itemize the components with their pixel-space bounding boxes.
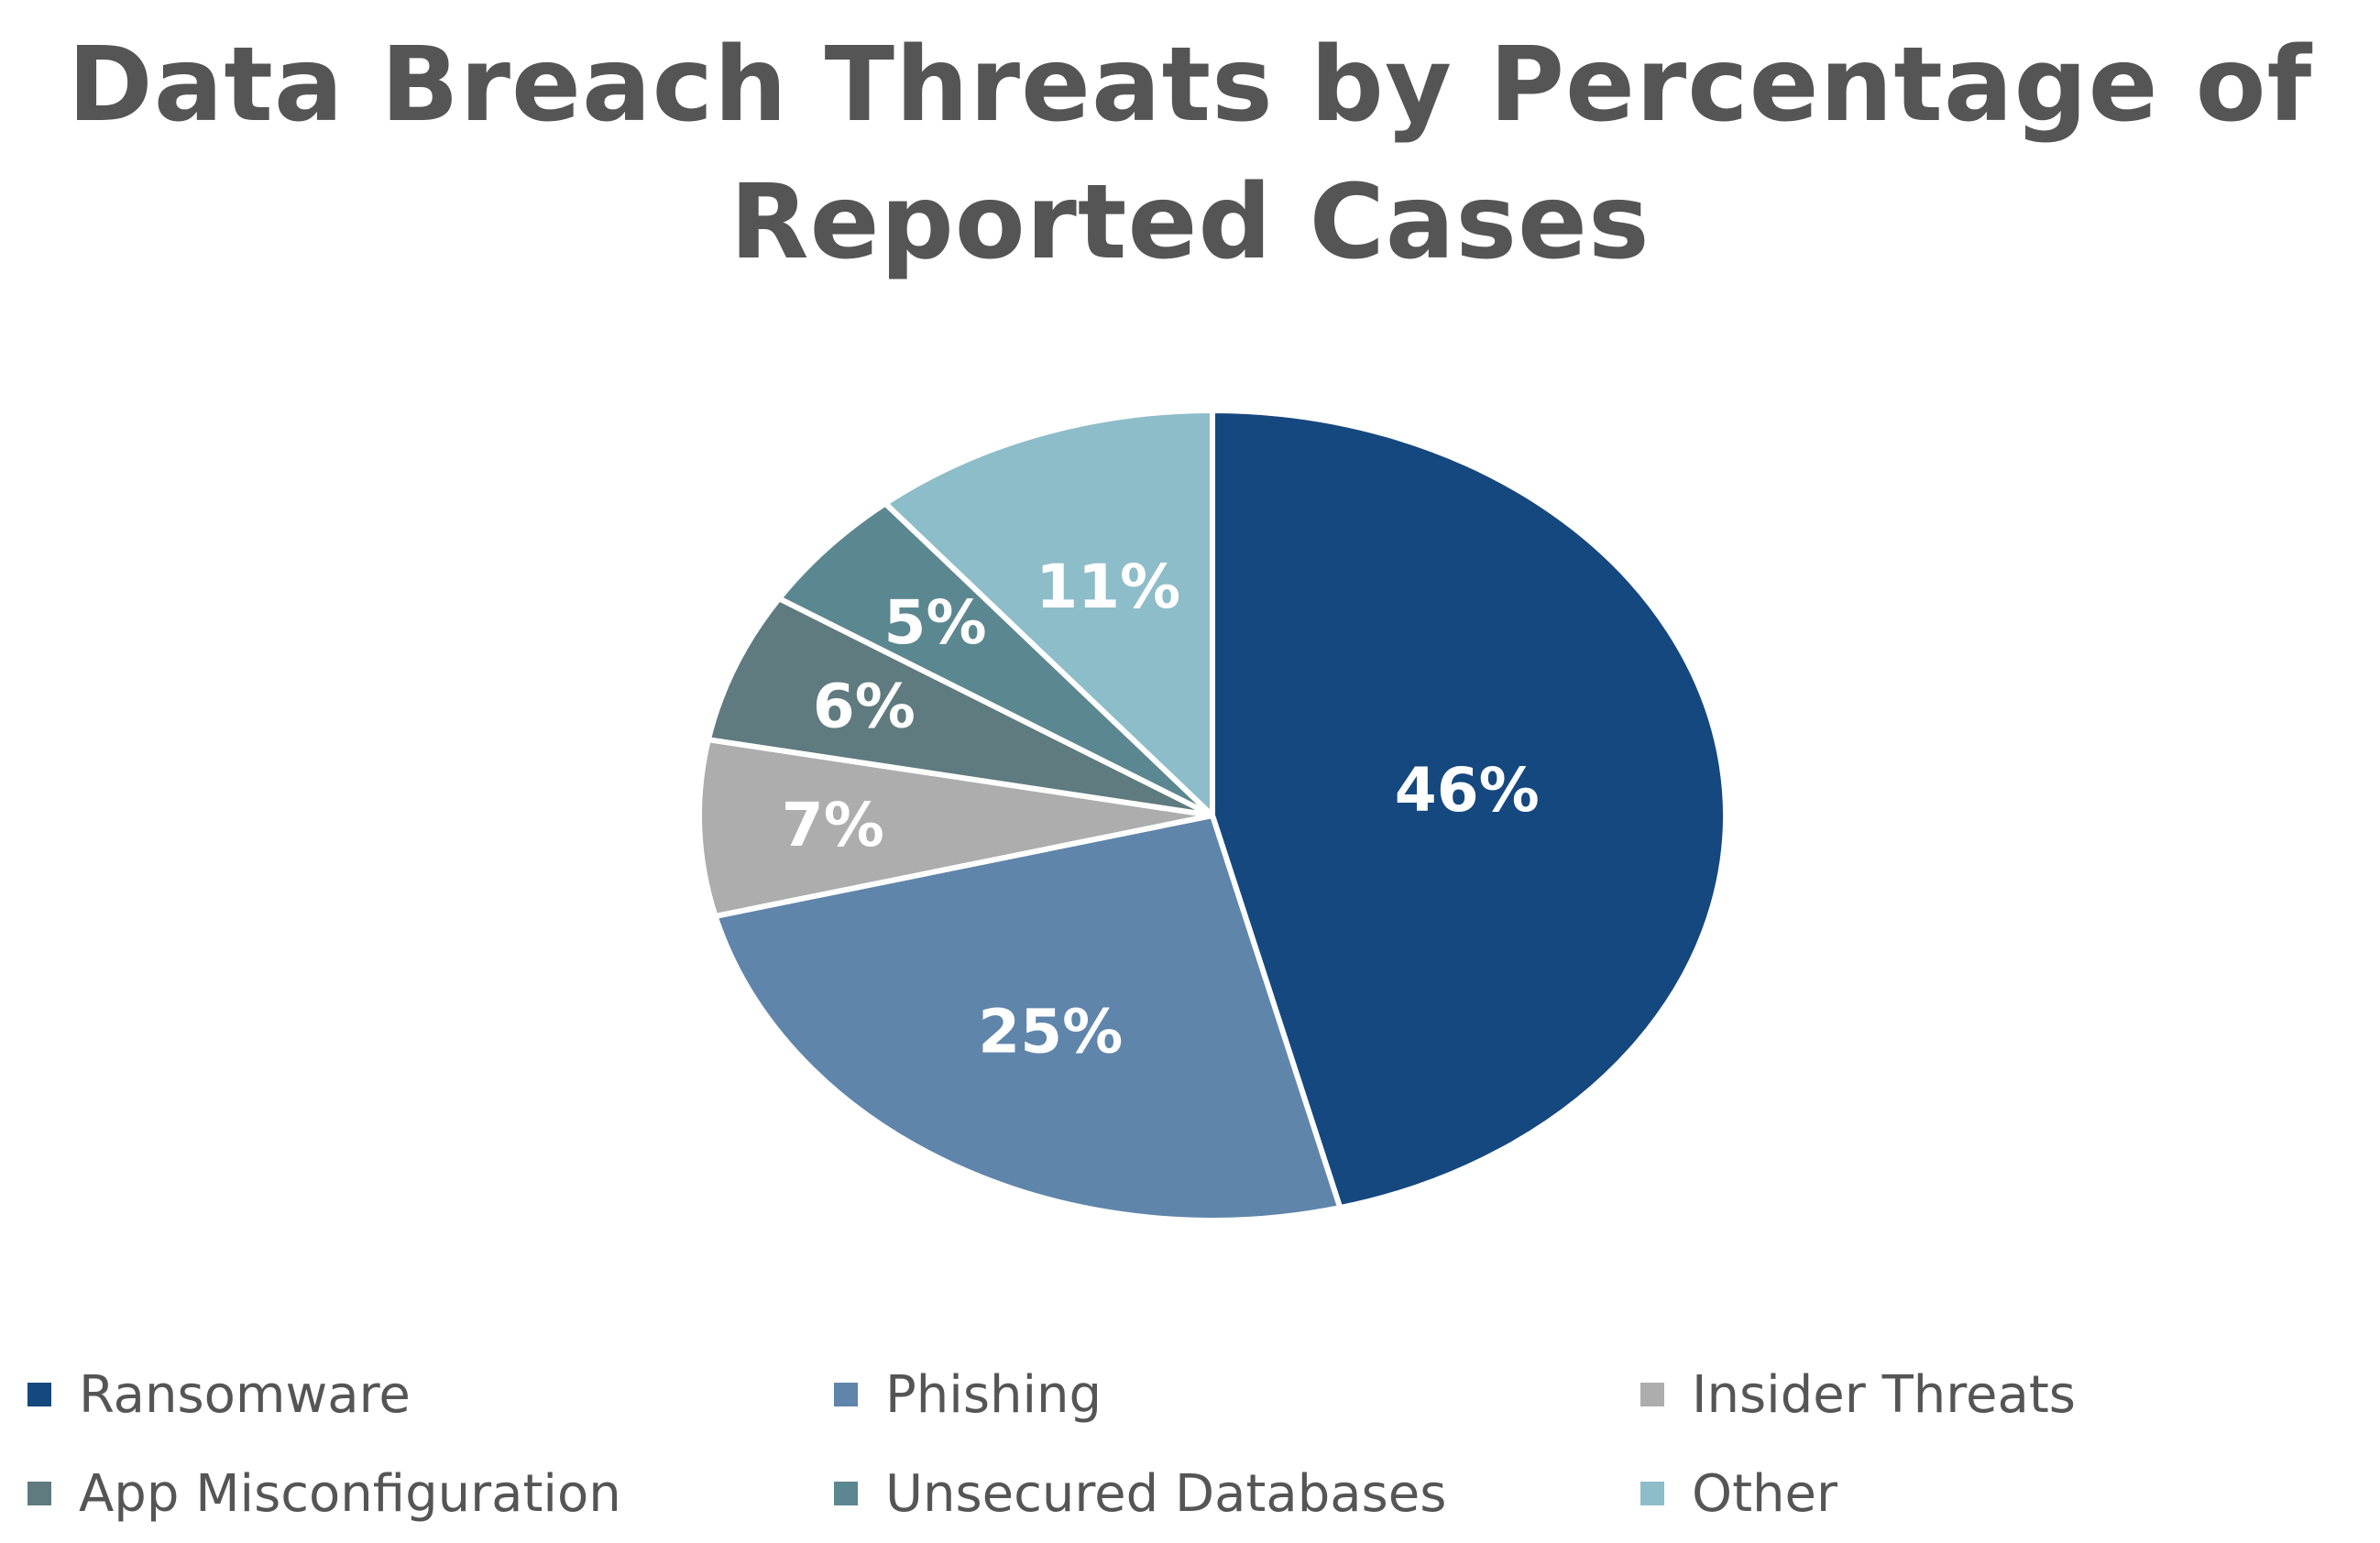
pie-slices (696, 408, 1728, 1223)
pie-slice-other (883, 408, 1215, 818)
legend-item-other: Other (1640, 1444, 2355, 1543)
legend-item-app-misconfiguration: App Misconfiguration (27, 1444, 834, 1543)
legend-label-ransomware: Ransomware (79, 1364, 411, 1425)
legend-label-other: Other (1692, 1463, 1838, 1524)
legend-item-phishing: Phishing (834, 1345, 1640, 1444)
data-label-other: 11% (1036, 552, 1180, 622)
legend-swatch-phishing (834, 1383, 858, 1406)
data-label-phishing: 25% (978, 996, 1123, 1067)
legend-label-unsecured-databases: Unsecured Databases (885, 1463, 1447, 1524)
legend-label-app-misconfiguration: App Misconfiguration (79, 1463, 621, 1524)
legend-swatch-other (1640, 1482, 1664, 1505)
data-label-app-misconfiguration: 6% (813, 672, 916, 742)
pie-slice-app-misconfiguration (705, 596, 1215, 818)
legend-item-unsecured-databases: Unsecured Databases (834, 1444, 1640, 1543)
data-label-insider-threats: 7% (782, 790, 884, 860)
data-label-unsecured-databases: 5% (884, 587, 987, 658)
legend-item-ransomware: Ransomware (27, 1345, 834, 1444)
legend-swatch-unsecured-databases (834, 1482, 858, 1505)
legend-item-insider-threats: Insider Threats (1640, 1345, 2355, 1444)
pie-slice-ransomware (1210, 408, 1728, 1211)
pie-slice-insider-threats (696, 737, 1215, 919)
legend-swatch-insider-threats (1640, 1383, 1664, 1406)
chart-title-line-1: Data Breach Threats by Percentage of (67, 26, 2313, 145)
legend-label-phishing: Phishing (885, 1364, 1102, 1425)
pie-slice-phishing (712, 813, 1344, 1223)
legend-swatch-ransomware (27, 1383, 51, 1406)
chart-title-line-2: Reported Cases (729, 163, 1651, 282)
legend: Ransomware Phishing Insider Threats App Mis… (27, 1345, 2355, 1528)
pie-slice-unsecured-databases (776, 500, 1215, 818)
legend-swatch-app-misconfiguration (27, 1482, 51, 1505)
data-label-ransomware: 46% (1395, 755, 1540, 826)
legend-label-insider-threats: Insider Threats (1692, 1364, 2076, 1425)
chart-title: Data Breach Threats by Percentage of Rep… (0, 16, 2380, 291)
pie-labels: 46% 25% 7% 6% 5% 11% (782, 552, 1540, 1067)
